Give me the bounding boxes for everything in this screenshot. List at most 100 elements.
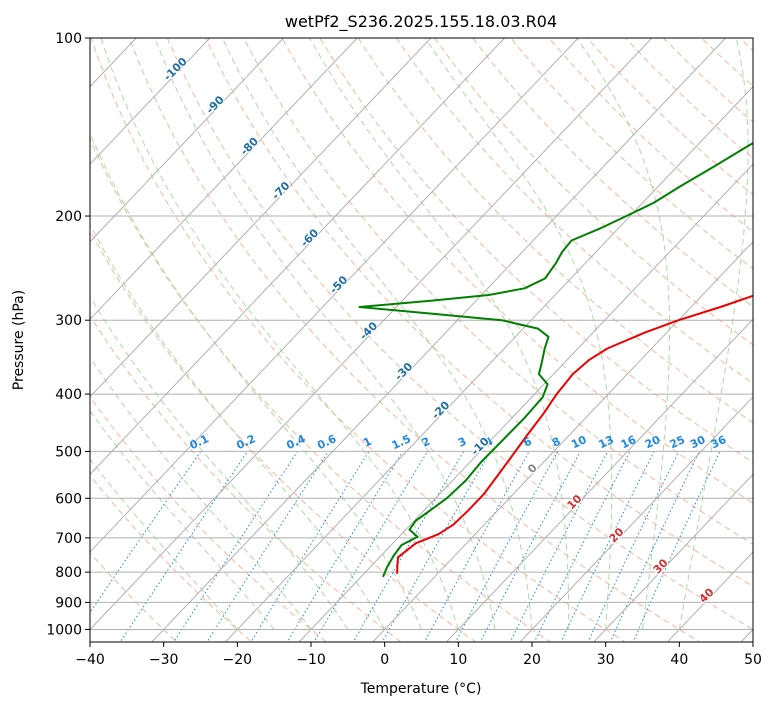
isotherm-line xyxy=(151,38,727,642)
isobars xyxy=(90,38,753,630)
mixing-ratio-label: 30 xyxy=(688,433,708,451)
temperature-line xyxy=(396,294,753,574)
y-tick-label: 300 xyxy=(55,313,82,329)
isotherm-label: -50 xyxy=(327,273,350,296)
isotherm-line xyxy=(90,38,506,476)
dry-adiabat-line xyxy=(738,38,753,51)
mixing-ratio-label: 2 xyxy=(420,435,432,450)
x-axis-label: Temperature (°C) xyxy=(360,681,482,697)
dry-adiabat-line xyxy=(243,38,753,546)
moist-adiabat-line xyxy=(309,38,570,630)
dry-adiabat-line xyxy=(204,38,753,588)
y-tick-label: 800 xyxy=(55,565,82,581)
y-tick-label: 100 xyxy=(55,31,82,47)
y-tick-label: 400 xyxy=(55,387,82,403)
y-tick-label: 700 xyxy=(55,531,82,547)
mixing-ratio-label: 0.1 xyxy=(188,432,211,452)
moist-adiabat-line xyxy=(424,38,613,630)
moist-adiabat-line xyxy=(222,38,533,630)
x-tick-label: −10 xyxy=(296,652,326,668)
dry-adiabat-line xyxy=(281,38,753,504)
mixing-ratio-label: 8 xyxy=(550,435,562,450)
dry-adiabat-line xyxy=(90,38,627,642)
mixing-ratio-line xyxy=(423,451,530,642)
dry-adiabat-line xyxy=(90,551,178,642)
x-tick-label: 50 xyxy=(744,652,762,668)
isotherm-line xyxy=(90,38,579,553)
isotherm-line xyxy=(90,38,653,631)
x-tick-label: 0 xyxy=(380,652,389,668)
isotherm-label: 30 xyxy=(651,556,671,576)
dry-adiabat-line xyxy=(471,38,753,308)
mixing-ratio-label: 36 xyxy=(709,433,729,451)
mixing-ratio-label: 1 xyxy=(361,435,373,450)
isotherm-label: -60 xyxy=(298,226,321,249)
y-tick-label: 1000 xyxy=(46,622,82,638)
isotherm-line xyxy=(593,473,753,642)
series-lines xyxy=(358,142,753,578)
isotherm-line xyxy=(90,38,211,165)
dry-adiabat-line xyxy=(624,38,753,159)
mixing-ratio-line xyxy=(632,451,721,642)
x-tick-label: 20 xyxy=(523,652,541,668)
moist-adiabat-line xyxy=(100,38,459,630)
moist-adiabat-line xyxy=(90,458,238,630)
mixing-ratio-line xyxy=(90,451,202,614)
y-tick-label: 600 xyxy=(55,491,82,507)
mixing-ratio-label: 10 xyxy=(569,433,589,451)
dry-adiabat-line xyxy=(90,395,328,642)
isotherm-line xyxy=(372,241,753,642)
x-tick-label: −30 xyxy=(149,652,179,668)
mixing-ratio-label: 6 xyxy=(521,435,534,450)
dry-adiabat-line xyxy=(319,38,753,464)
isotherm-line xyxy=(298,163,753,642)
dry-adiabat-line xyxy=(700,38,753,87)
mixing-ratio-line xyxy=(479,451,581,642)
isotherm-line xyxy=(90,38,285,243)
mixing-ratio-line xyxy=(250,451,370,642)
x-tick-label: 30 xyxy=(597,652,615,668)
isotherm-label: -40 xyxy=(357,319,380,342)
moist-adiabat-line xyxy=(90,356,312,630)
moist-adiabat-line xyxy=(90,410,275,630)
chart-title: wetPf2_S236.2025.155.18.03.R04 xyxy=(285,12,557,32)
moist-adiabats xyxy=(90,38,749,630)
dry-adiabat-line xyxy=(90,137,552,642)
dry-adiabat-line xyxy=(510,38,753,270)
isotherm-line xyxy=(90,38,432,398)
x-ticks: −40 −30 −20 −10 0 10 20 30 40 50 xyxy=(75,642,762,668)
dry-adiabat-line xyxy=(586,38,753,196)
mixing-ratio-label: 20 xyxy=(643,433,663,451)
dry-adiabat-line xyxy=(90,229,477,642)
mixing-ratio-label: 1.5 xyxy=(390,432,413,452)
isotherm-label: -20 xyxy=(429,398,452,421)
y-axis-label: Pressure (hPa) xyxy=(11,290,27,390)
isotherm-label: 10 xyxy=(565,492,585,512)
dry-adiabat-line xyxy=(433,38,753,346)
mixing-ratio-label: 13 xyxy=(597,433,616,451)
mixing-ratio-label: 0.2 xyxy=(234,432,257,452)
isotherms xyxy=(90,38,753,642)
mixing-ratio-line xyxy=(533,451,631,642)
moist-adiabat-line xyxy=(90,223,386,630)
y-ticks: 1000 900 800 700 600 500 400 300 200 100 xyxy=(46,31,90,638)
moist-adiabat-line xyxy=(576,38,670,630)
isotherm-line xyxy=(445,318,753,642)
dry-adiabat-line xyxy=(128,38,701,642)
x-tick-label: −20 xyxy=(223,652,253,668)
dry-adiabat-line xyxy=(395,38,753,385)
isotherm-line xyxy=(224,85,753,642)
dry-adiabat-line xyxy=(357,38,753,424)
dry-adiabat-line xyxy=(548,38,753,233)
isotherm-line xyxy=(519,396,753,642)
dry-adiabat-line xyxy=(90,314,402,642)
plot-frame xyxy=(89,37,754,643)
moist-adiabat-line xyxy=(678,38,749,630)
mixing-ratio-line xyxy=(381,451,491,642)
mixing-ratio-label: 0.4 xyxy=(284,432,307,452)
isotherm-label: 20 xyxy=(607,525,627,545)
x-tick-label: 10 xyxy=(449,652,467,668)
x-tick-label: 40 xyxy=(670,652,688,668)
mixing-ratio-label: 3 xyxy=(456,435,468,450)
mixing-ratio-line xyxy=(509,451,609,642)
